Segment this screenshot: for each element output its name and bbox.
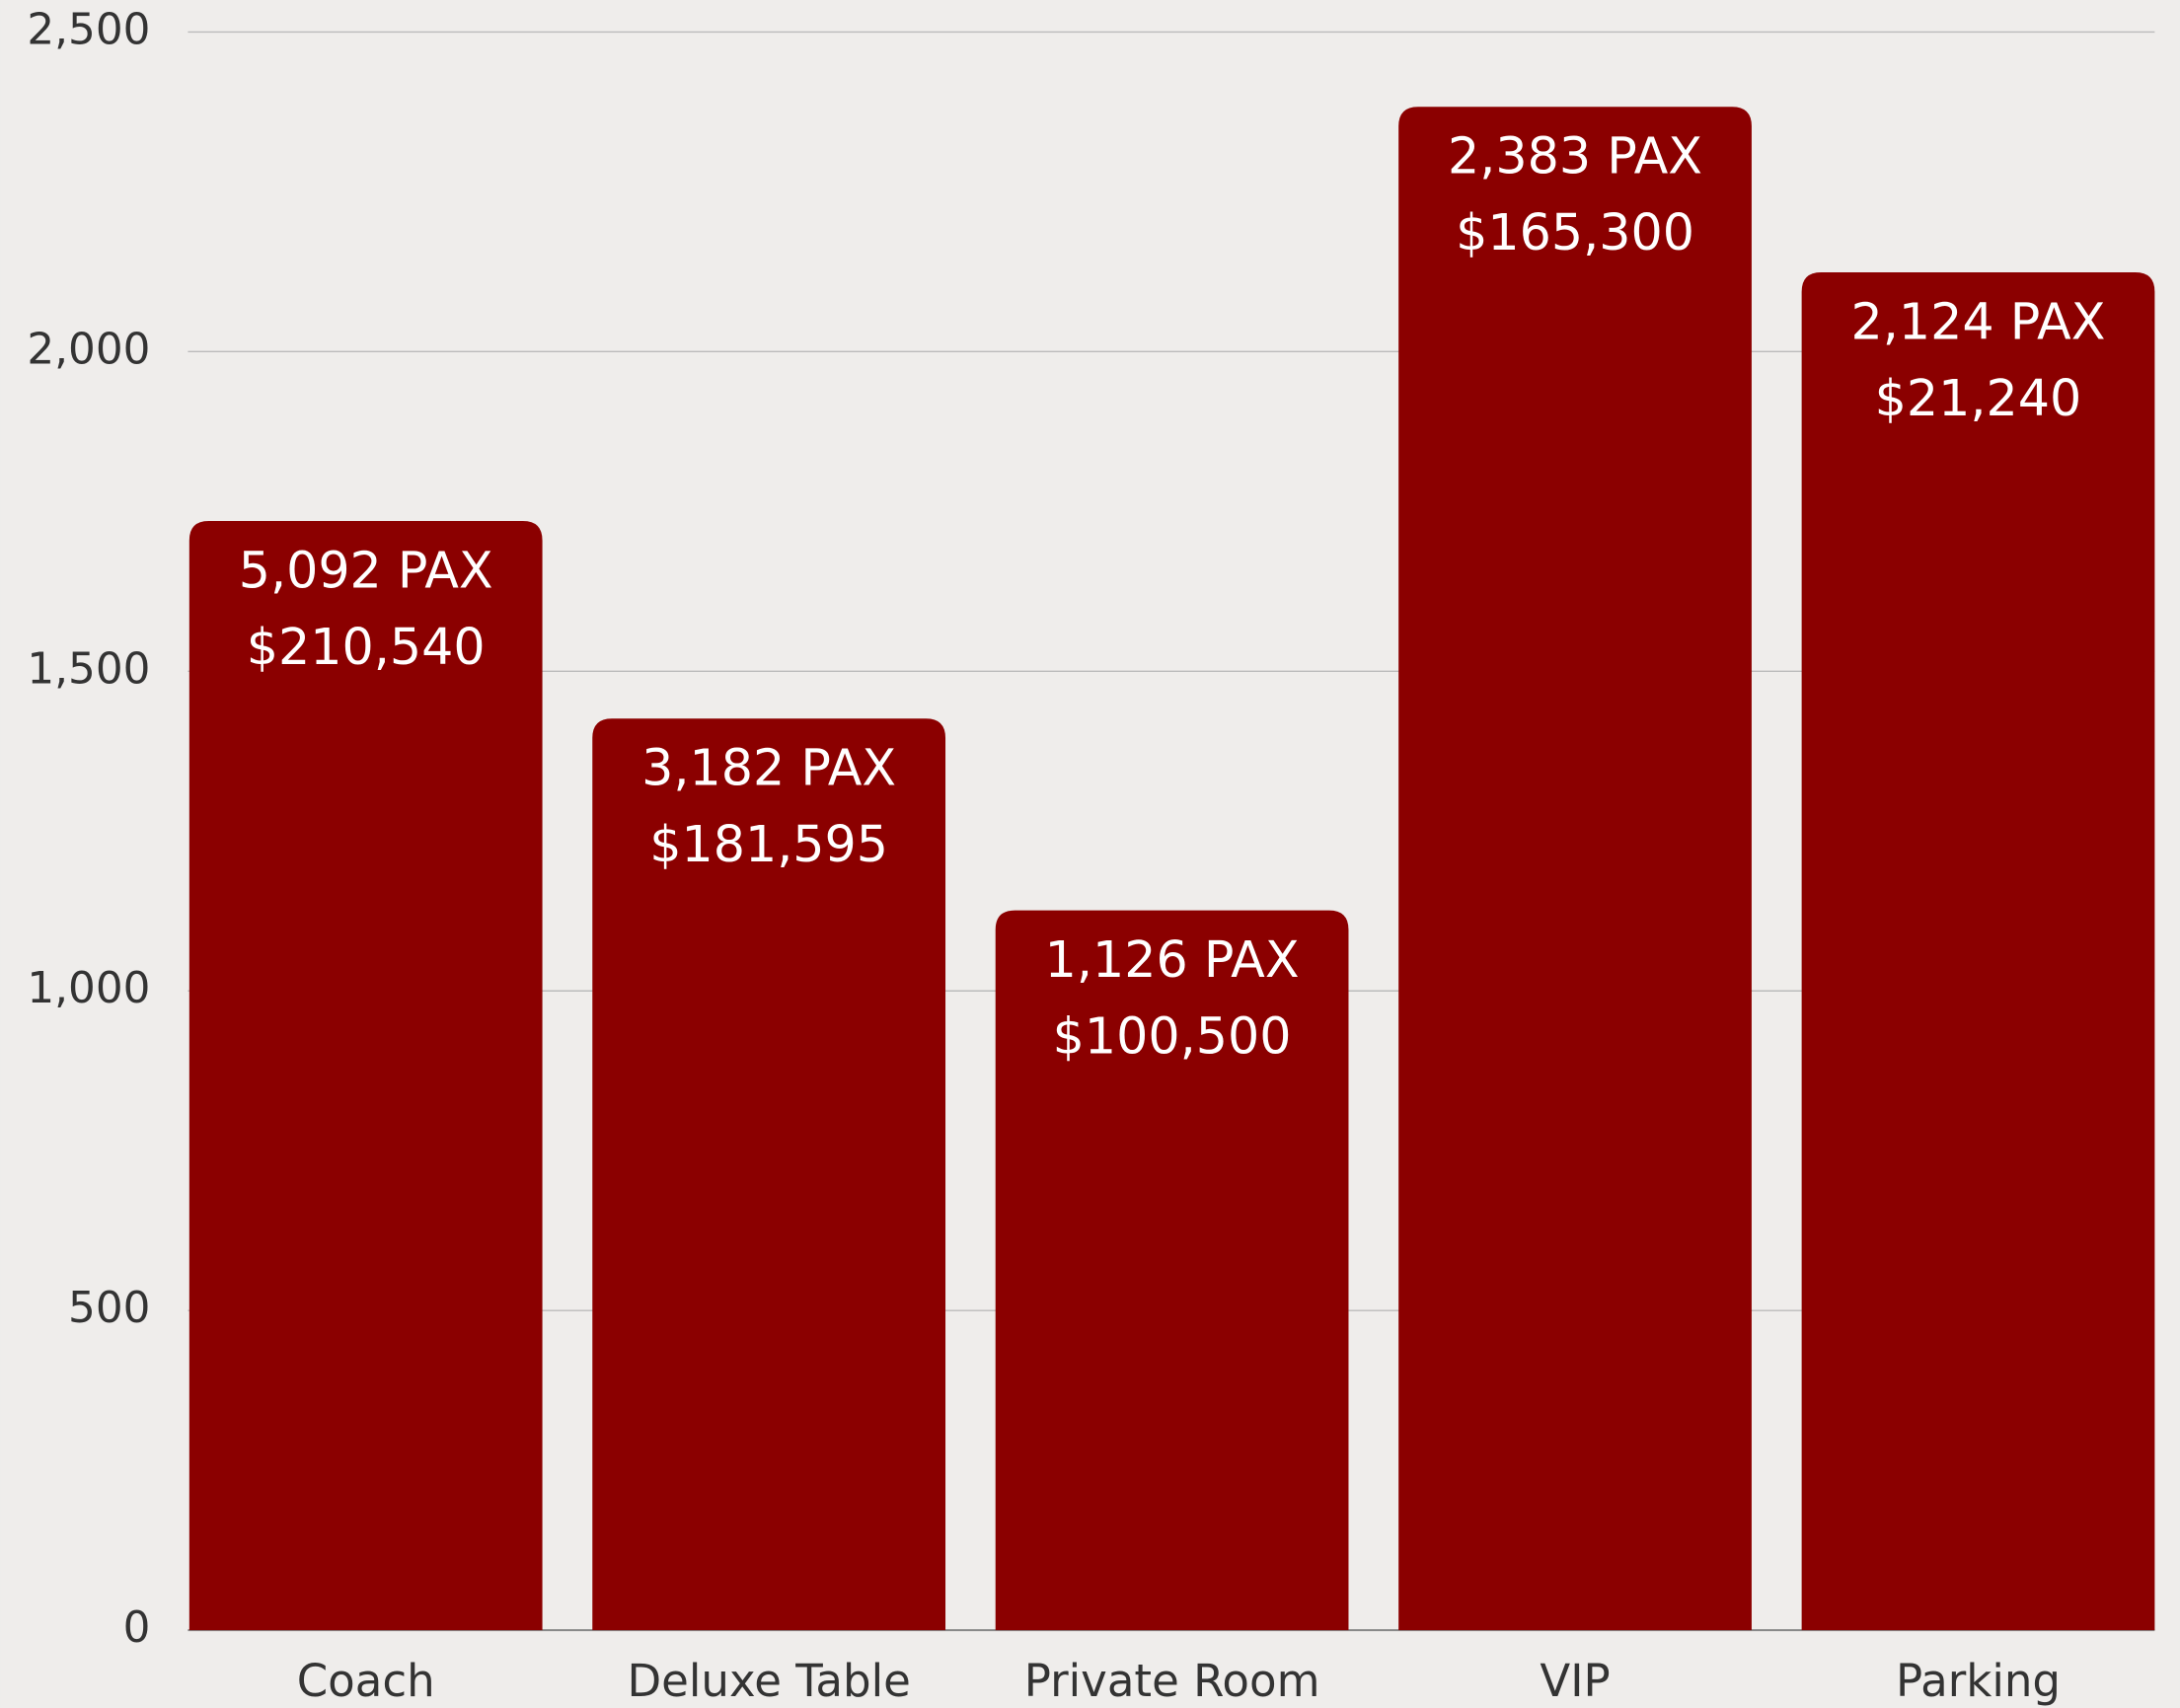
x-tick-label: VIP [1540, 1655, 1610, 1707]
bar-label-pax: 3,182 PAX [641, 739, 896, 797]
bar [1398, 107, 1752, 1631]
y-tick-label: 2,500 [27, 4, 150, 54]
bar-label-revenue: $165,300 [1456, 203, 1694, 261]
bar-label-pax: 2,383 PAX [1448, 127, 1702, 186]
bar [592, 718, 946, 1631]
bar-label-revenue: $181,595 [649, 815, 888, 873]
bar-label-pax: 5,092 PAX [239, 542, 493, 600]
y-tick-label: 0 [123, 1602, 151, 1653]
y-tick-label: 500 [68, 1283, 150, 1333]
bar-label-revenue: $210,540 [247, 618, 486, 676]
y-tick-label: 1,000 [27, 963, 150, 1013]
y-tick-label: 1,500 [27, 643, 150, 694]
bar-label-revenue: $100,500 [1053, 1007, 1292, 1066]
bar-label-pax: 2,124 PAX [1851, 293, 2106, 351]
x-tick-label: Private Room [1024, 1655, 1320, 1707]
bar-label-revenue: $21,240 [1875, 369, 2082, 427]
bar-label-pax: 1,126 PAX [1045, 930, 1300, 989]
x-tick-label: Coach [297, 1655, 435, 1707]
bar [995, 910, 1349, 1631]
x-tick-label: Deluxe Table [627, 1655, 910, 1707]
x-tick-label: Parking [1896, 1655, 2061, 1707]
y-tick-label: 2,000 [27, 324, 150, 374]
bar [188, 521, 543, 1631]
bar [1801, 272, 2155, 1631]
